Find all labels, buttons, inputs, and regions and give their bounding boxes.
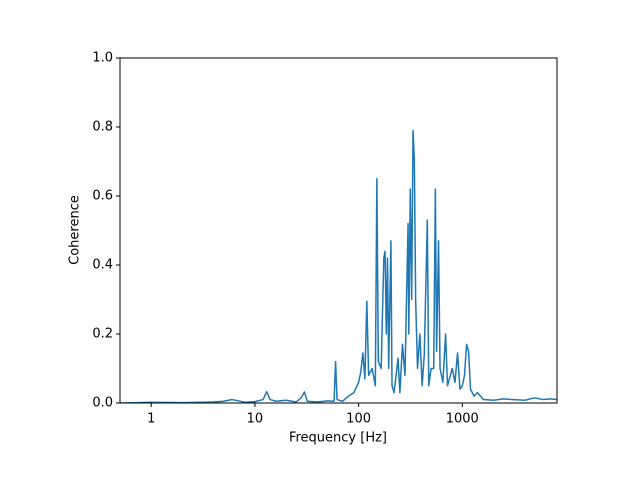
x-tick-label: 1000 (446, 412, 479, 427)
y-tick-label: 0.4 (92, 258, 113, 273)
y-tick-label: 1.0 (92, 51, 113, 66)
x-tick-label: 10 (247, 412, 264, 427)
y-axis-label: Coherence (68, 195, 83, 265)
y-tick-label: 0.8 (92, 120, 113, 135)
y-tick-label: 0.6 (92, 189, 113, 204)
x-tick-label: 100 (346, 412, 371, 427)
plot-frame (119, 57, 558, 404)
y-tick-label: 0.0 (92, 396, 113, 411)
x-axis-label: Frequency [Hz] (289, 431, 387, 446)
x-tick-label: 1 (147, 412, 155, 427)
data-line (120, 129, 557, 403)
y-tick-label: 0.2 (92, 327, 113, 342)
